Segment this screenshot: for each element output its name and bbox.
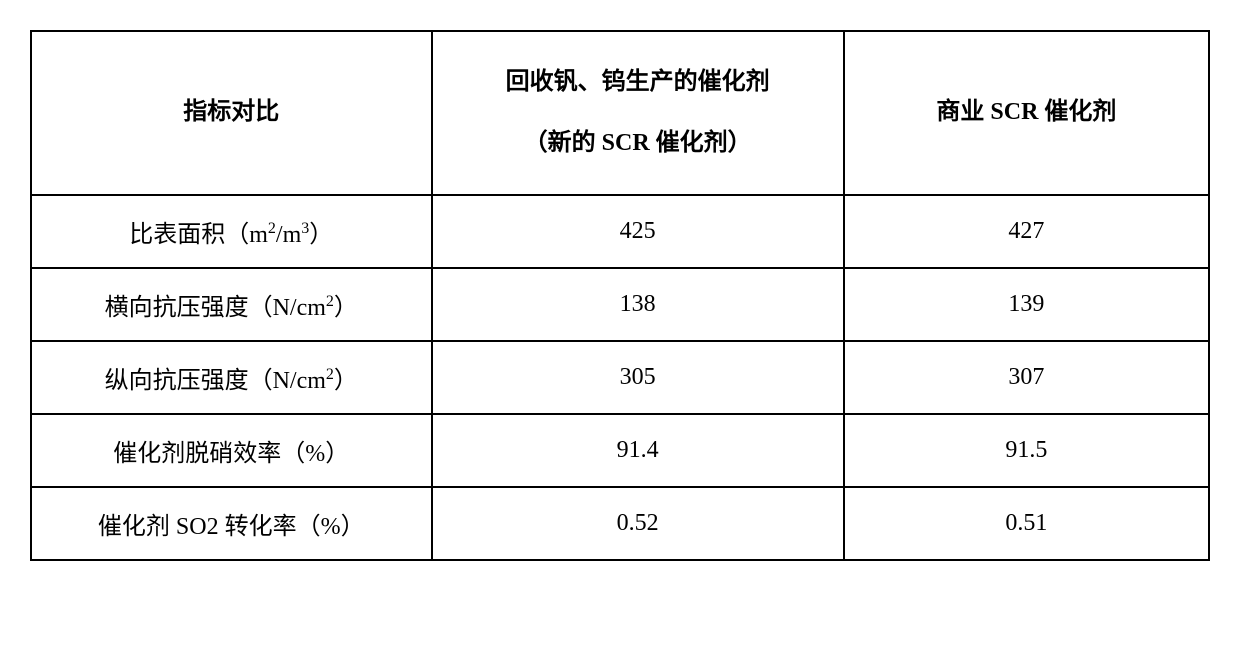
- header-col2: 回收钒、钨生产的催化剂 （新的 SCR 催化剂）: [432, 31, 844, 195]
- header-subtext: （新的 SCR 催化剂）: [445, 117, 831, 170]
- row-val1: 425: [432, 195, 844, 268]
- header-col3: 商业 SCR 催化剂: [844, 31, 1209, 195]
- row-label: 催化剂 SO2 转化率（%）: [31, 487, 432, 560]
- table-row: 纵向抗压强度（N/cm2） 305 307: [31, 341, 1209, 414]
- row-label: 比表面积（m2/m3）: [31, 195, 432, 268]
- table-header-row: 指标对比 回收钒、钨生产的催化剂 （新的 SCR 催化剂） 商业 SCR 催化剂: [31, 31, 1209, 195]
- header-text: 商业 SCR 催化剂: [936, 99, 1116, 125]
- header-text: 指标对比: [183, 99, 279, 125]
- row-val2: 91.5: [844, 414, 1209, 487]
- table-row: 比表面积（m2/m3） 425 427: [31, 195, 1209, 268]
- table-row: 横向抗压强度（N/cm2） 138 139: [31, 268, 1209, 341]
- row-label: 纵向抗压强度（N/cm2）: [31, 341, 432, 414]
- row-val2: 307: [844, 341, 1209, 414]
- row-val1: 0.52: [432, 487, 844, 560]
- row-label: 催化剂脱硝效率（%）: [31, 414, 432, 487]
- row-val1: 138: [432, 268, 844, 341]
- row-val2: 0.51: [844, 487, 1209, 560]
- row-label: 横向抗压强度（N/cm2）: [31, 268, 432, 341]
- comparison-table: 指标对比 回收钒、钨生产的催化剂 （新的 SCR 催化剂） 商业 SCR 催化剂…: [30, 30, 1210, 561]
- header-text: 回收钒、钨生产的催化剂: [506, 69, 770, 95]
- table-row: 催化剂脱硝效率（%） 91.4 91.5: [31, 414, 1209, 487]
- header-col1: 指标对比: [31, 31, 432, 195]
- row-val1: 305: [432, 341, 844, 414]
- row-val2: 139: [844, 268, 1209, 341]
- row-val2: 427: [844, 195, 1209, 268]
- row-val1: 91.4: [432, 414, 844, 487]
- table-row: 催化剂 SO2 转化率（%） 0.52 0.51: [31, 487, 1209, 560]
